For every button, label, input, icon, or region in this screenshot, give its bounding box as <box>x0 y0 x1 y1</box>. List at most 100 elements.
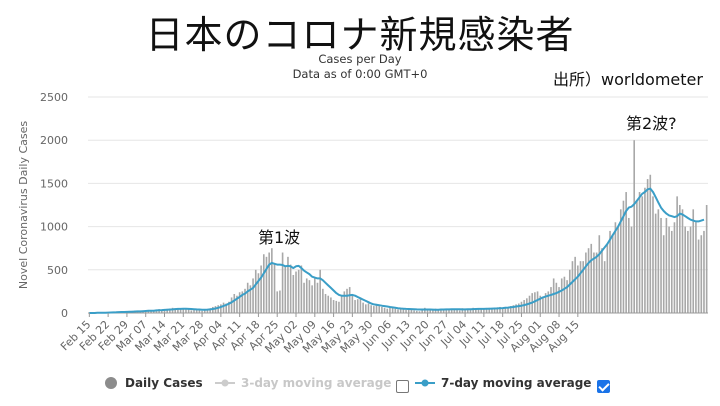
bar <box>279 290 281 313</box>
bar <box>330 297 332 313</box>
bar <box>265 256 268 313</box>
cases-chart: 0 500 1000 1500 2000 2500 Novel Coronavirus Da… <box>17 91 708 356</box>
bar <box>542 297 544 313</box>
legend-ma7[interactable]: 7-day moving average <box>415 376 591 390</box>
bar <box>351 295 354 313</box>
bar <box>491 308 493 313</box>
bar <box>313 278 316 313</box>
bar <box>287 256 289 313</box>
bar <box>461 308 464 313</box>
bar <box>630 226 633 313</box>
bar <box>670 230 673 313</box>
bar <box>252 278 254 313</box>
bar <box>381 306 383 313</box>
bar <box>338 301 340 313</box>
bar <box>700 235 703 313</box>
ma7-checkbox[interactable] <box>597 380 610 393</box>
bar <box>228 301 230 313</box>
bar <box>399 309 402 313</box>
bar <box>577 265 579 313</box>
bar <box>485 308 488 313</box>
bar <box>628 217 630 313</box>
bar <box>603 261 606 313</box>
bar <box>378 306 381 313</box>
bar <box>346 288 348 313</box>
bar <box>611 235 614 313</box>
bar <box>496 307 499 313</box>
chart-title: Cases per Day <box>318 52 402 66</box>
bar <box>501 307 504 313</box>
bar <box>402 309 405 313</box>
bar <box>544 293 547 313</box>
bar <box>177 308 179 313</box>
bar <box>617 226 619 313</box>
bar <box>472 307 474 313</box>
bar <box>257 273 260 313</box>
bar <box>547 291 550 313</box>
bar <box>636 200 638 313</box>
bar <box>222 302 225 313</box>
bar <box>179 308 182 313</box>
bar <box>638 192 641 313</box>
bar <box>276 291 279 313</box>
bar <box>289 264 292 313</box>
bar <box>676 196 678 313</box>
ma7-series-line <box>89 187 705 314</box>
bar <box>437 310 440 313</box>
bar <box>526 298 528 313</box>
legend-daily-label: Daily Cases <box>125 376 203 390</box>
bar <box>421 310 423 313</box>
bar <box>493 308 496 313</box>
bar <box>254 269 257 313</box>
bar <box>563 276 566 313</box>
bar <box>681 209 684 313</box>
bar <box>579 261 582 313</box>
bar <box>413 310 415 313</box>
bar <box>373 306 375 313</box>
bar <box>601 248 603 313</box>
bar <box>262 254 265 313</box>
bar <box>332 300 335 313</box>
ma3-checkbox[interactable] <box>396 380 409 393</box>
bar <box>367 303 370 313</box>
bar <box>185 309 187 313</box>
bar <box>633 140 635 313</box>
legend-daily-cases[interactable]: Daily Cases <box>104 376 203 390</box>
bar <box>238 292 241 313</box>
legend-ma3[interactable]: 3-day moving average <box>215 376 391 390</box>
bar <box>343 291 346 313</box>
bar <box>466 309 469 313</box>
bar <box>477 309 480 313</box>
bar <box>249 285 252 313</box>
source-note: 出所）worldometer <box>553 70 703 89</box>
bar <box>483 309 485 313</box>
bar <box>488 307 491 313</box>
page-headline: 日本のコロナ新規感染者 <box>145 13 575 57</box>
bar <box>354 300 356 313</box>
legend-ma3-label: 3-day moving average <box>241 376 392 390</box>
bar <box>316 282 319 313</box>
bar <box>295 271 297 313</box>
bar <box>469 309 472 313</box>
bar <box>649 174 652 313</box>
bar <box>555 282 558 313</box>
bar <box>480 308 483 313</box>
bar <box>568 269 571 313</box>
bar <box>464 309 466 313</box>
y-tick-label: 2000 <box>40 134 68 147</box>
bar <box>319 269 321 313</box>
bar <box>364 304 367 313</box>
bar <box>641 196 644 313</box>
bar <box>539 295 542 313</box>
bar <box>201 310 203 313</box>
bar <box>161 309 163 313</box>
bar <box>429 309 432 313</box>
bar <box>260 265 262 313</box>
bar <box>652 196 654 313</box>
bar <box>644 187 646 313</box>
bar <box>418 311 421 313</box>
bar <box>660 217 662 313</box>
bar <box>665 217 668 313</box>
ma3-line-marker-icon <box>215 379 235 387</box>
bar <box>593 252 595 313</box>
